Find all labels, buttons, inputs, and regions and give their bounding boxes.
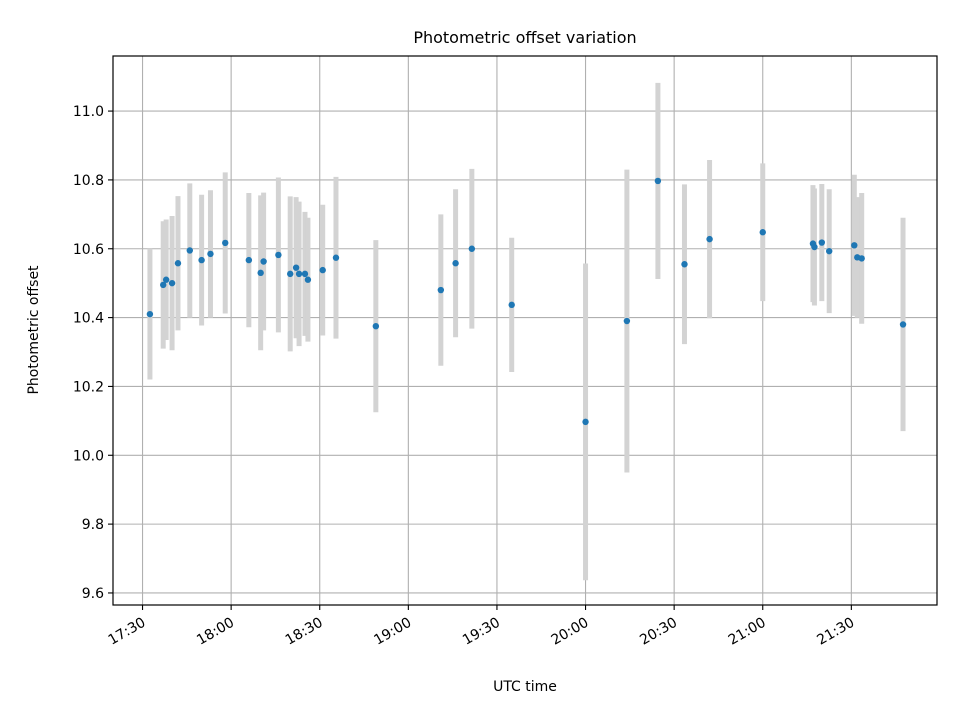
y-tick-label: 10.0 [73,448,104,464]
data-point [160,281,167,289]
y-tick-label: 9.8 [82,517,104,533]
data-point [858,255,865,262]
data-point [287,270,294,278]
data-point [826,247,833,255]
data-point [468,245,476,252]
y-axis-label: Photometric offset [26,265,42,395]
data-points [146,177,907,426]
y-axis: 9.6 9.8 10.0 10.2 10.4 10.6 10.8 11.0 [73,104,113,602]
y-tick-label: 10.8 [73,173,104,189]
data-point [295,270,303,278]
data-point [168,279,176,287]
data-point [372,322,380,330]
x-axis-label: UTC time [493,679,557,695]
data-point [186,247,193,254]
data-point [257,269,264,277]
data-point [207,250,214,258]
data-point [332,254,340,261]
chart-title: Photometric offset variation [413,28,636,47]
data-point [304,276,312,283]
data-point [319,266,326,274]
data-point [654,177,662,185]
plot-frame [112,55,938,606]
data-point [851,242,858,249]
y-tick-label: 9.6 [82,586,104,602]
data-point [899,321,907,328]
data-point [759,229,766,236]
data-point [292,264,300,271]
data-point [582,418,589,426]
data-point [623,317,631,325]
data-point [198,256,205,264]
data-point [162,276,170,283]
data-point [508,301,515,309]
data-point [452,260,459,267]
y-tick-label: 10.4 [73,311,104,327]
data-point [222,239,229,247]
data-point [818,239,826,246]
data-point [437,286,445,294]
data-point [275,251,282,259]
data-point [811,243,818,251]
y-tick-label: 11.0 [73,104,104,120]
y-tick-label: 10.2 [73,379,104,395]
data-point [301,270,309,278]
data-point [681,261,688,268]
data-point [245,256,253,264]
data-point [146,310,154,318]
data-point [174,260,182,267]
y-tick-label: 10.6 [73,242,104,258]
data-point [706,235,713,243]
data-point [260,258,267,265]
